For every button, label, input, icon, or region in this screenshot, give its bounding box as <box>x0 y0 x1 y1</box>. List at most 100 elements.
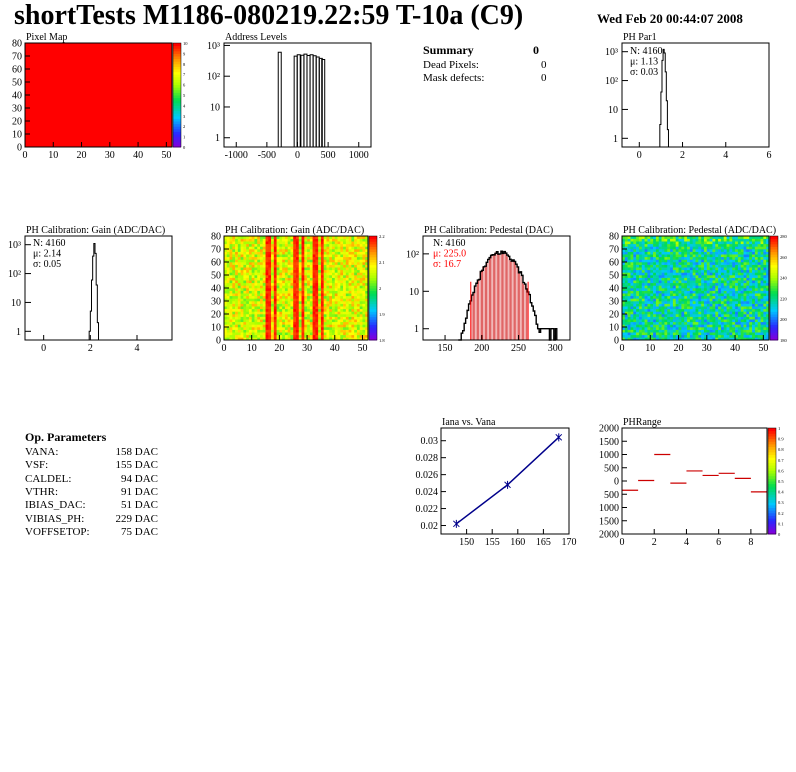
heatmap-cell <box>365 301 369 304</box>
heatmap-cell <box>332 236 336 239</box>
heatmap-cell <box>737 277 742 281</box>
heatmap-cell <box>689 314 693 317</box>
heatmap-cell <box>362 259 366 263</box>
heatmap-cell <box>689 249 693 252</box>
x-tick-label: 20 <box>274 343 284 354</box>
heatmap-cell <box>675 303 679 307</box>
heatmap-cell <box>622 295 626 299</box>
heatmap-cell <box>709 269 713 273</box>
heatmap-cell <box>312 321 316 325</box>
heatmap-cell <box>698 329 702 333</box>
heatmap-cell <box>284 280 288 284</box>
colorbar-label: 0.2 <box>778 511 784 516</box>
heatmap-cell <box>254 277 258 281</box>
heatmap-cell <box>684 264 688 268</box>
colorbar-cell <box>173 144 181 148</box>
heatmap-cell <box>670 241 674 245</box>
heatmap-cell <box>712 282 716 286</box>
heatmap-cell <box>760 298 764 302</box>
heatmap-cell <box>675 241 679 245</box>
heatmap-cell <box>362 306 366 310</box>
heatmap-cell <box>359 327 363 330</box>
heatmap-cell <box>715 249 719 252</box>
heatmap-cell <box>633 301 637 304</box>
heatmap-cell <box>743 280 747 284</box>
heatmap-cell <box>304 254 308 258</box>
heatmap-cell <box>749 295 753 299</box>
histogram-peak <box>296 54 301 147</box>
heatmap-cell <box>365 282 369 286</box>
heatmap-cell <box>636 269 640 273</box>
colorbar-cell <box>770 249 778 253</box>
heatmap-cell <box>633 243 637 247</box>
heatmap-cell <box>701 311 705 315</box>
heatmap-cell <box>638 324 643 328</box>
heatmap-cell <box>334 298 338 302</box>
heatmap-cell <box>766 256 770 260</box>
heatmap-cell <box>268 241 272 245</box>
heatmap-cell <box>720 262 725 265</box>
heatmap-cell <box>301 308 305 312</box>
x-tick-label: 10 <box>247 343 257 354</box>
heatmap-cell <box>723 243 727 247</box>
heatmap-cell <box>718 303 722 307</box>
data-point <box>555 433 563 442</box>
heatmap-cell <box>712 329 716 333</box>
heatmap-cell <box>337 316 341 320</box>
heatmap-cell <box>636 334 640 338</box>
heatmap-cell <box>304 316 308 320</box>
heatmap-cell <box>729 298 733 302</box>
heatmap-cell <box>723 290 727 294</box>
heatmap-cell <box>246 301 250 304</box>
heatmap-cell <box>276 290 280 294</box>
heatmap-cell <box>661 293 665 297</box>
heatmap-cell <box>356 298 360 302</box>
heatmap-cell <box>746 329 750 333</box>
heatmap-cell <box>678 256 682 260</box>
heatmap-cell <box>737 243 742 247</box>
heatmap-cell <box>320 269 324 273</box>
heatmap-cell <box>337 298 341 302</box>
heatmap-cell <box>754 301 758 304</box>
heatmap-cell <box>243 285 247 289</box>
heatmap-cell <box>689 337 693 341</box>
heatmap-cell <box>273 269 277 273</box>
heatmap-cell <box>271 311 275 315</box>
heatmap-cell <box>268 238 272 242</box>
heatmap-cell <box>627 337 631 341</box>
heatmap-cell <box>709 324 713 328</box>
heatmap-cell <box>296 285 300 289</box>
heatmap-cell <box>670 259 674 263</box>
heatmap-cell <box>265 269 269 273</box>
heatmap-cell <box>624 275 628 278</box>
heatmap-cell <box>692 314 696 317</box>
heatmap-cell <box>284 259 288 263</box>
heatmap-cell <box>624 262 628 265</box>
heatmap-cell <box>248 269 252 273</box>
heatmap-cell <box>706 321 710 325</box>
heatmap-cell <box>296 293 300 297</box>
heatmap-cell <box>271 293 275 297</box>
heatmap-cell <box>627 293 631 297</box>
heatmap-cell <box>684 236 688 239</box>
heatmap-cell <box>309 246 313 250</box>
heatmap-cell <box>273 251 277 255</box>
colorbar-cell <box>173 74 181 78</box>
heatmap-cell <box>251 311 255 315</box>
heatmap-cell <box>681 329 685 333</box>
heatmap-cell <box>749 282 753 286</box>
heatmap-cell <box>332 301 336 304</box>
heatmap-cell <box>729 277 733 281</box>
heatmap-cell <box>653 303 657 307</box>
heatmap-cell <box>273 295 277 299</box>
heatmap-cell <box>695 285 699 289</box>
heatmap-cell <box>226 249 230 252</box>
heatmap-cell <box>627 319 631 323</box>
stats-line: N: 4160 <box>433 238 466 249</box>
heatmap-cell <box>356 267 360 271</box>
heatmap-cell <box>326 301 330 304</box>
heatmap-cell <box>718 249 722 252</box>
heatmap-cell <box>326 293 330 297</box>
heatmap-cell <box>293 319 297 323</box>
heatmap-cell <box>265 243 269 247</box>
